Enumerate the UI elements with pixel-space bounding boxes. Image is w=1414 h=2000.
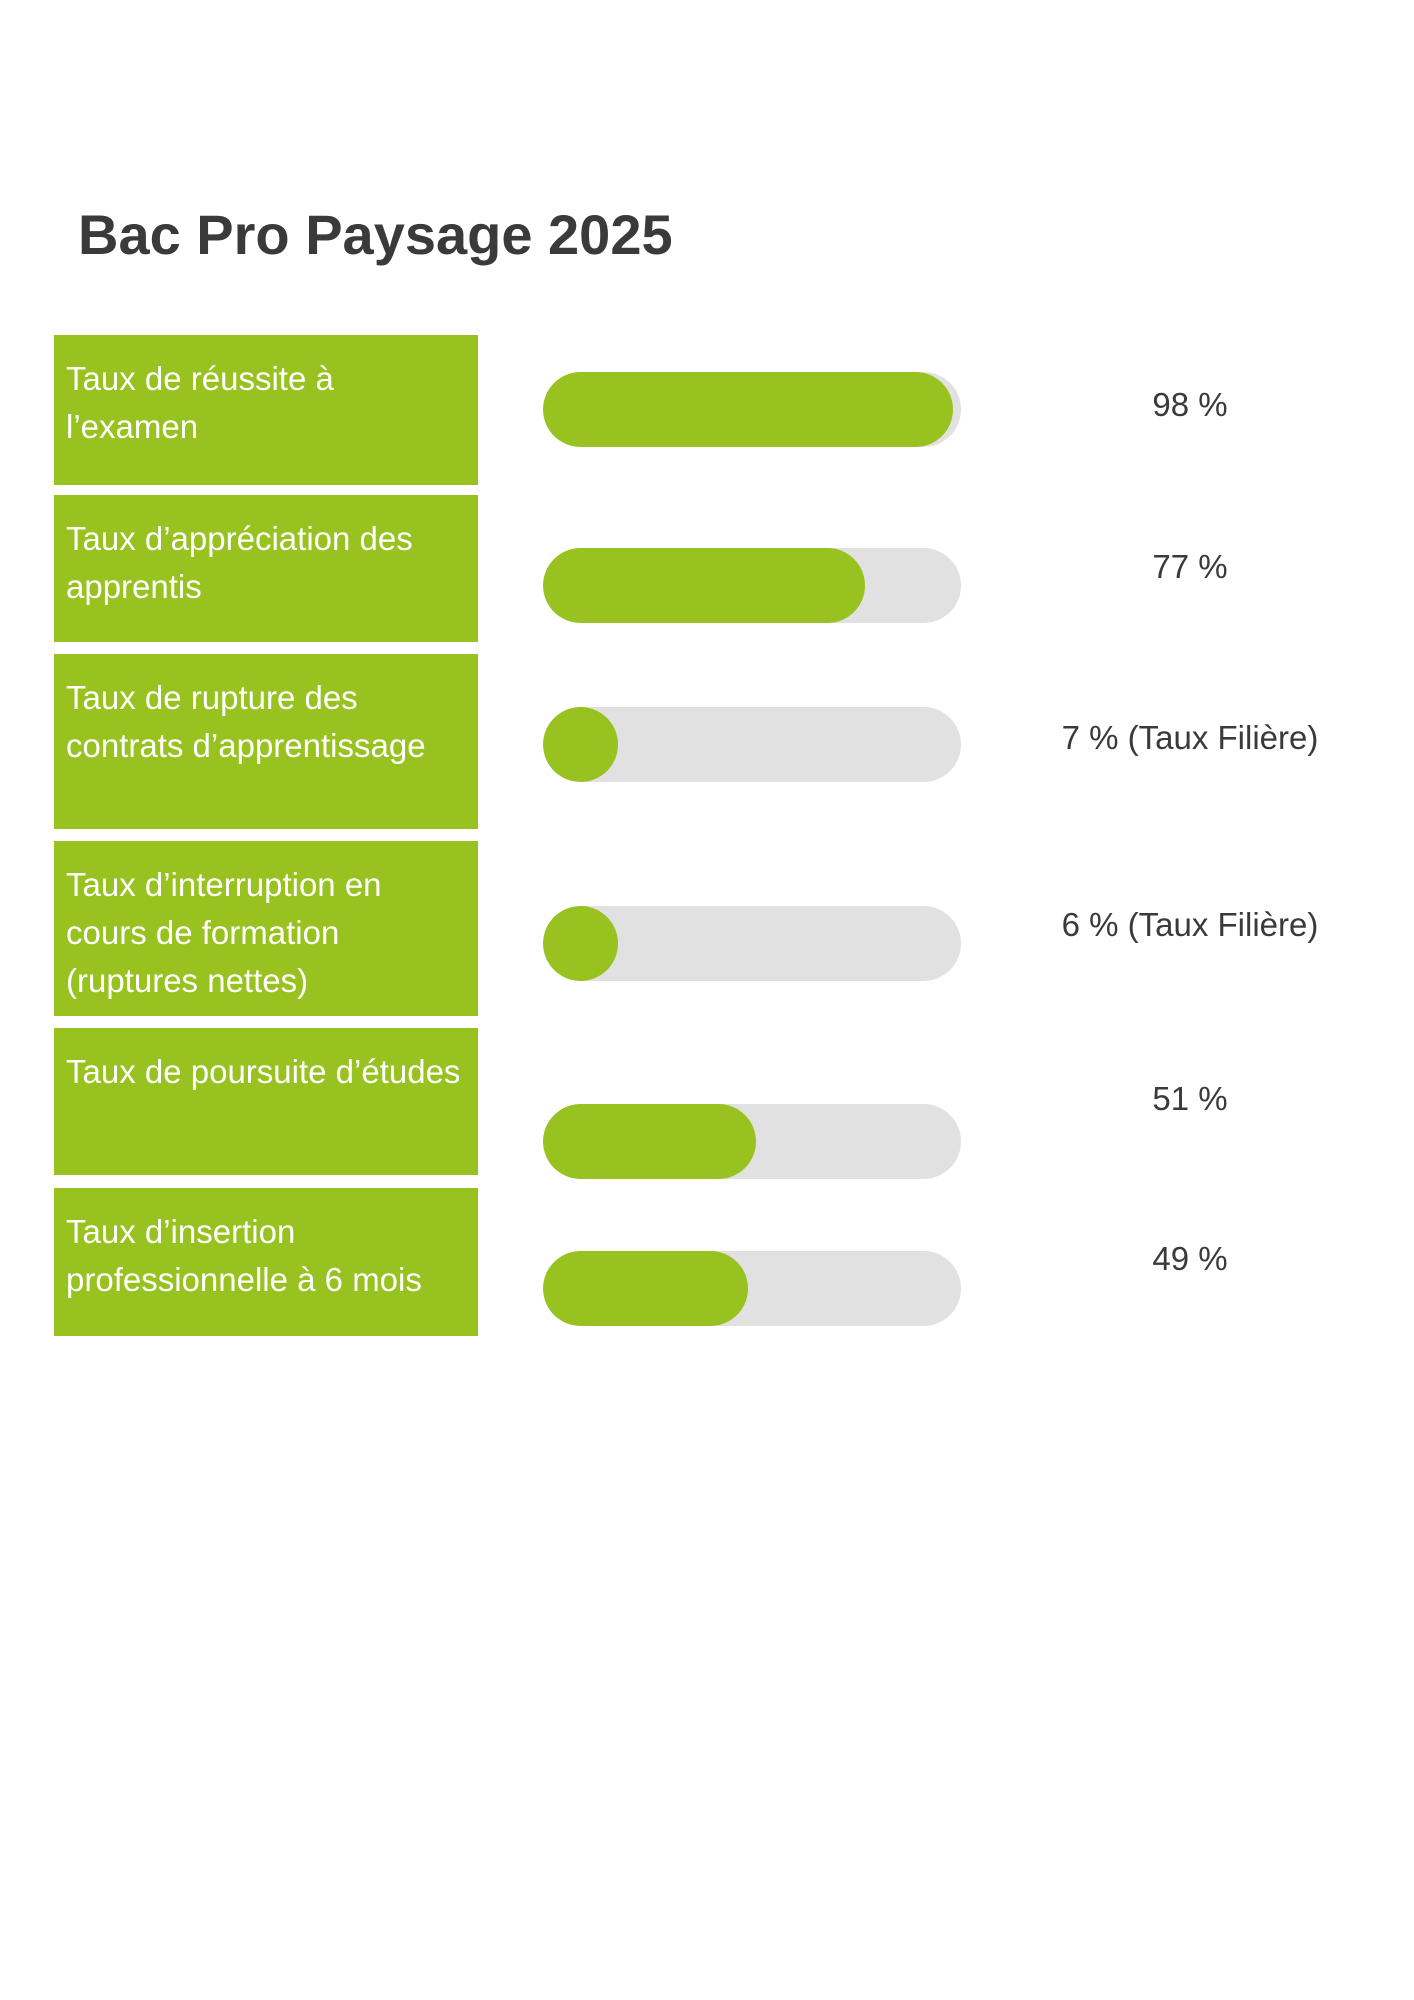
indicator-label: Taux d’interruption en cours de formatio… xyxy=(66,866,382,999)
indicator-label-box: Taux de réussite à l’examen xyxy=(54,335,478,485)
progress-fill xyxy=(543,707,618,782)
progress-track xyxy=(543,372,961,447)
indicator-value: 7 % (Taux Filière) xyxy=(1061,719,1319,756)
indicator-label: Taux de rupture des contrats d’apprentis… xyxy=(66,679,426,764)
progress-fill xyxy=(543,1104,757,1179)
progress-track xyxy=(543,548,961,623)
progress-track xyxy=(543,1104,961,1179)
indicator-label: Taux d’insertion professionnelle à 6 moi… xyxy=(66,1213,422,1298)
progress-track xyxy=(543,1251,961,1326)
indicator-label: Taux de poursuite d’études xyxy=(66,1053,461,1090)
indicator-label: Taux d’appréciation des apprentis xyxy=(66,520,413,605)
page-title: Bac Pro Paysage 2025 xyxy=(78,203,673,266)
progress-fill xyxy=(543,548,865,623)
progress-fill xyxy=(543,1251,748,1326)
indicator-label-box: Taux de poursuite d’études xyxy=(54,1028,478,1175)
indicator-label-box: Taux d’interruption en cours de formatio… xyxy=(54,841,478,1016)
indicator-label-box: Taux de rupture des contrats d’apprentis… xyxy=(54,654,478,829)
indicator-value: 49 % xyxy=(1152,1240,1228,1277)
indicator-value: 51 % xyxy=(1152,1080,1228,1117)
indicator-value: 77 % xyxy=(1152,548,1228,585)
indicator-value: 98 % xyxy=(1152,386,1228,423)
progress-fill xyxy=(543,906,618,981)
indicator-label-box: Taux d’insertion professionnelle à 6 moi… xyxy=(54,1188,478,1336)
progress-track xyxy=(543,707,961,782)
indicator-value: 6 % (Taux Filière) xyxy=(1061,906,1319,943)
progress-track xyxy=(543,906,961,981)
indicator-label-box: Taux d’appréciation des apprentis xyxy=(54,495,478,642)
indicator-label: Taux de réussite à l’examen xyxy=(66,360,334,445)
progress-fill xyxy=(543,372,953,447)
